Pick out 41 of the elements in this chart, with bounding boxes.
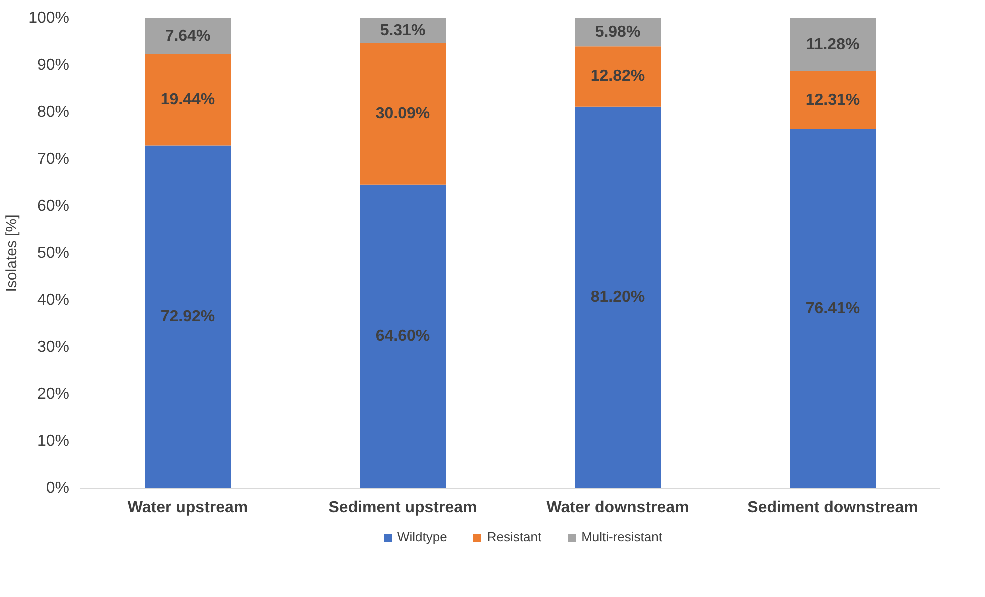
- y-tick-label: 20%: [37, 386, 70, 403]
- bar: [790, 18, 876, 72]
- data-label: 12.31%: [806, 92, 860, 109]
- x-tick-label: Water downstream: [546, 500, 690, 516]
- y-tick-label: 80%: [37, 104, 70, 121]
- y-tick-label: 70%: [37, 151, 70, 168]
- bar: [575, 106, 661, 488]
- bar: [575, 46, 661, 107]
- data-label: 7.64%: [165, 28, 211, 45]
- bar: [145, 146, 231, 488]
- data-label: 5.31%: [380, 22, 426, 40]
- bar: [145, 18, 231, 54]
- y-tick-label: 30%: [37, 339, 70, 356]
- data-label: 19.44%: [160, 92, 216, 109]
- legend-label: Wildtype: [398, 530, 448, 544]
- y-tick-label: 90%: [37, 57, 70, 74]
- data-label: 30.09%: [376, 106, 430, 123]
- bar: [360, 184, 446, 488]
- x-tick-label: Sediment upstream: [328, 500, 478, 516]
- y-tick-label: 40%: [37, 292, 70, 309]
- data-label: 64.60%: [376, 328, 430, 346]
- legend-label: Resistant: [487, 530, 542, 544]
- data-label: 11.28%: [806, 36, 860, 54]
- y-tick-label: 60%: [37, 198, 70, 215]
- x-tick-label: Sediment downstream: [748, 500, 918, 516]
- bar: [145, 54, 231, 146]
- data-label: 5.98%: [595, 24, 641, 42]
- data-label: 76.41%: [806, 300, 860, 318]
- y-tick-label: 0%: [46, 480, 70, 497]
- data-label: 81.20%: [590, 289, 646, 306]
- y-tick-label: 50%: [37, 245, 70, 262]
- data-label: 72.92%: [160, 308, 216, 326]
- bar: [790, 129, 876, 488]
- bar: [360, 43, 446, 185]
- x-tick-label: Water upstream: [128, 500, 248, 516]
- legend-label: Multi-resistant: [582, 530, 662, 544]
- data-label: 12.82%: [590, 68, 646, 86]
- bar: [790, 72, 876, 130]
- y-tick-label: 10%: [37, 433, 70, 450]
- y-axis-title: Isolates [%]: [4, 214, 21, 292]
- y-tick-label: 100%: [28, 10, 70, 27]
